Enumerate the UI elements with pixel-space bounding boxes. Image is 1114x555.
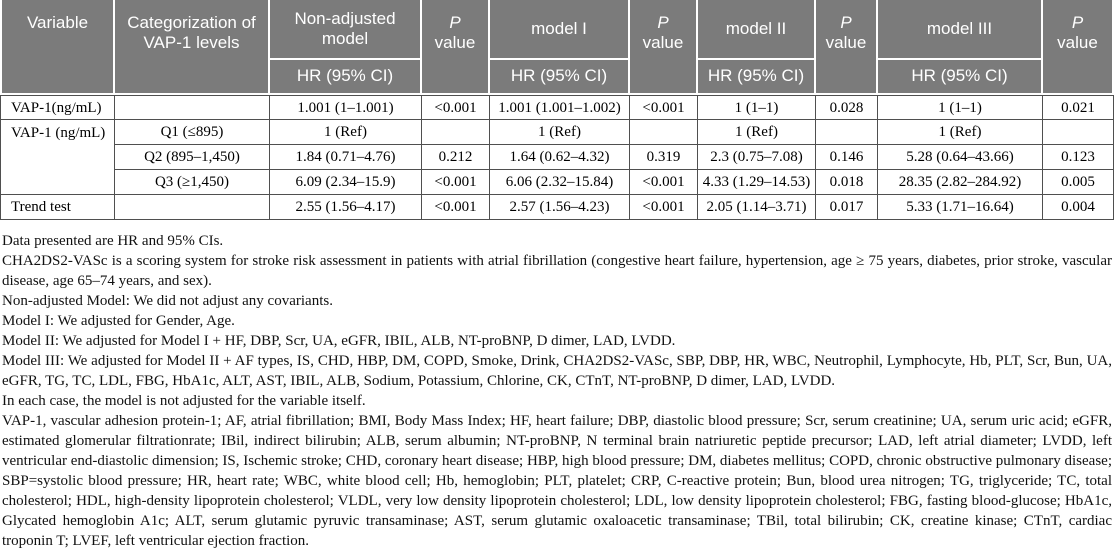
cell-p: <0.001 bbox=[422, 170, 490, 195]
cell-p: 0.146 bbox=[816, 145, 878, 170]
table-row: Q3 (≥1,450) 6.09 (2.34–15.9) <0.001 6.06… bbox=[0, 170, 1114, 195]
header-non-adjusted-model: Non-adjusted model bbox=[270, 0, 422, 60]
header-p-value-model-3: P value bbox=[1043, 0, 1114, 95]
header-p-value-model-2: P value bbox=[816, 0, 878, 95]
cell-categorization bbox=[115, 195, 270, 220]
footnote-model-1: Model I: We adjusted for Gender, Age. bbox=[2, 313, 235, 329]
cell-hr: 2.3 (0.75–7.08) bbox=[698, 145, 816, 170]
header-row-1: Variable Categorization of VAP-1 levels … bbox=[0, 0, 1114, 95]
header-variable: Variable bbox=[0, 0, 115, 95]
header-p-value-model-1: P value bbox=[630, 0, 698, 95]
cell-hr: 2.57 (1.56–4.23) bbox=[490, 195, 630, 220]
cell-p: 0.212 bbox=[422, 145, 490, 170]
cell-hr: 4.33 (1.29–14.53) bbox=[698, 170, 816, 195]
cell-p: 0.017 bbox=[816, 195, 878, 220]
cell-p bbox=[816, 120, 878, 145]
footnote-abbreviations: VAP-1, vascular adhesion protein-1; AF, … bbox=[2, 413, 1112, 549]
cell-categorization: Q2 (895–1,450) bbox=[115, 145, 270, 170]
header-model-2: model II bbox=[698, 0, 816, 60]
cell-p bbox=[422, 120, 490, 145]
table-row: VAP-1(ng/mL) 1.001 (1–1.001) <0.001 1.00… bbox=[0, 95, 1114, 120]
cell-hr: 1 (Ref) bbox=[698, 120, 816, 145]
value-label: value bbox=[825, 33, 867, 53]
cell-variable: VAP-1 (ng/mL) bbox=[0, 120, 115, 195]
cell-hr: 6.09 (2.34–15.9) bbox=[270, 170, 422, 195]
cell-p: <0.001 bbox=[422, 95, 490, 120]
cell-p: <0.001 bbox=[422, 195, 490, 220]
cell-p: 0.028 bbox=[816, 95, 878, 120]
cell-p: 0.319 bbox=[630, 145, 698, 170]
footnote-not-adjusted-itself: In each case, the model is not adjusted … bbox=[2, 393, 366, 409]
cell-hr: 1.84 (0.71–4.76) bbox=[270, 145, 422, 170]
table-row: Trend test 2.55 (1.56–4.17) <0.001 2.57 … bbox=[0, 195, 1114, 220]
header-model-1: model I bbox=[490, 0, 630, 60]
cell-hr: 2.05 (1.14–3.71) bbox=[698, 195, 816, 220]
cell-p: 0.005 bbox=[1043, 170, 1114, 195]
p-label: P bbox=[840, 13, 852, 32]
value-label: value bbox=[642, 33, 684, 53]
header-categorization: Categorization of VAP-1 levels bbox=[115, 0, 270, 95]
footnote-data-presented: Data presented are HR and 95% CIs. bbox=[2, 233, 224, 249]
cell-p: <0.001 bbox=[630, 195, 698, 220]
cell-hr: 5.33 (1.71–16.64) bbox=[878, 195, 1043, 220]
cell-hr: 1.64 (0.62–4.32) bbox=[490, 145, 630, 170]
cell-hr: 6.06 (2.32–15.84) bbox=[490, 170, 630, 195]
table-header: Variable Categorization of VAP-1 levels … bbox=[0, 0, 1114, 95]
footnote-model-3: Model III: We adjusted for Model II + AF… bbox=[2, 353, 1112, 389]
cell-hr: 5.28 (0.64–43.66) bbox=[878, 145, 1043, 170]
table-body: VAP-1(ng/mL) 1.001 (1–1.001) <0.001 1.00… bbox=[0, 95, 1114, 220]
cell-hr: 1.001 (1–1.001) bbox=[270, 95, 422, 120]
cell-hr: 1 (Ref) bbox=[878, 120, 1043, 145]
cell-hr: 28.35 (2.82–284.92) bbox=[878, 170, 1043, 195]
header-hr-ci-model-3: HR (95% CI) bbox=[878, 60, 1043, 95]
header-hr-ci-model-2: HR (95% CI) bbox=[698, 60, 816, 95]
header-model-3: model III bbox=[878, 0, 1043, 60]
footnote-cha2ds2-vasc: CHA2DS2-VASc is a scoring system for str… bbox=[2, 253, 1112, 289]
header-p-value-non-adjusted: P value bbox=[422, 0, 490, 95]
header-hr-ci-model-1: HR (95% CI) bbox=[490, 60, 630, 95]
cell-p: <0.001 bbox=[630, 170, 698, 195]
cell-p: 0.021 bbox=[1043, 95, 1114, 120]
footnote-model-2: Model II: We adjusted for Model I + HF, … bbox=[2, 333, 676, 349]
header-hr-ci-non-adjusted: HR (95% CI) bbox=[270, 60, 422, 95]
cell-hr: 1 (Ref) bbox=[270, 120, 422, 145]
p-label: P bbox=[657, 13, 669, 32]
cell-p: 0.018 bbox=[816, 170, 878, 195]
p-label: P bbox=[449, 13, 461, 32]
cell-p: 0.004 bbox=[1043, 195, 1114, 220]
cell-p: <0.001 bbox=[630, 95, 698, 120]
cell-p: 0.123 bbox=[1043, 145, 1114, 170]
cell-variable: VAP-1(ng/mL) bbox=[0, 95, 115, 120]
cell-p bbox=[630, 120, 698, 145]
cell-categorization bbox=[115, 95, 270, 120]
cell-hr: 2.55 (1.56–4.17) bbox=[270, 195, 422, 220]
vap1-cox-regression-table: Variable Categorization of VAP-1 levels … bbox=[0, 0, 1114, 220]
cell-categorization: Q3 (≥1,450) bbox=[115, 170, 270, 195]
cell-hr: 1.001 (1.001–1.002) bbox=[490, 95, 630, 120]
cell-p bbox=[1043, 120, 1114, 145]
cell-variable: Trend test bbox=[0, 195, 115, 220]
p-label: P bbox=[1071, 13, 1084, 32]
table-row: VAP-1 (ng/mL) Q1 (≤895) 1 (Ref) 1 (Ref) … bbox=[0, 120, 1114, 195]
cell-categorization: Q1 (≤895) bbox=[115, 120, 270, 145]
table-row: Q2 (895–1,450) 1.84 (0.71–4.76) 0.212 1.… bbox=[0, 145, 1114, 170]
cell-hr: 1 (1–1) bbox=[698, 95, 816, 120]
header-row-2: HR (95% CI) HR (95% CI) HR (95% CI) HR (… bbox=[0, 60, 1114, 95]
table-footnotes: Data presented are HR and 95% CIs. CHA2D… bbox=[0, 220, 1114, 551]
value-label: value bbox=[1057, 33, 1098, 53]
value-label: value bbox=[434, 33, 476, 53]
footnote-non-adjusted-model: Non-adjusted Model: We did not adjust an… bbox=[2, 293, 333, 309]
cell-hr: 1 (Ref) bbox=[490, 120, 630, 145]
cell-hr: 1 (1–1) bbox=[878, 95, 1043, 120]
